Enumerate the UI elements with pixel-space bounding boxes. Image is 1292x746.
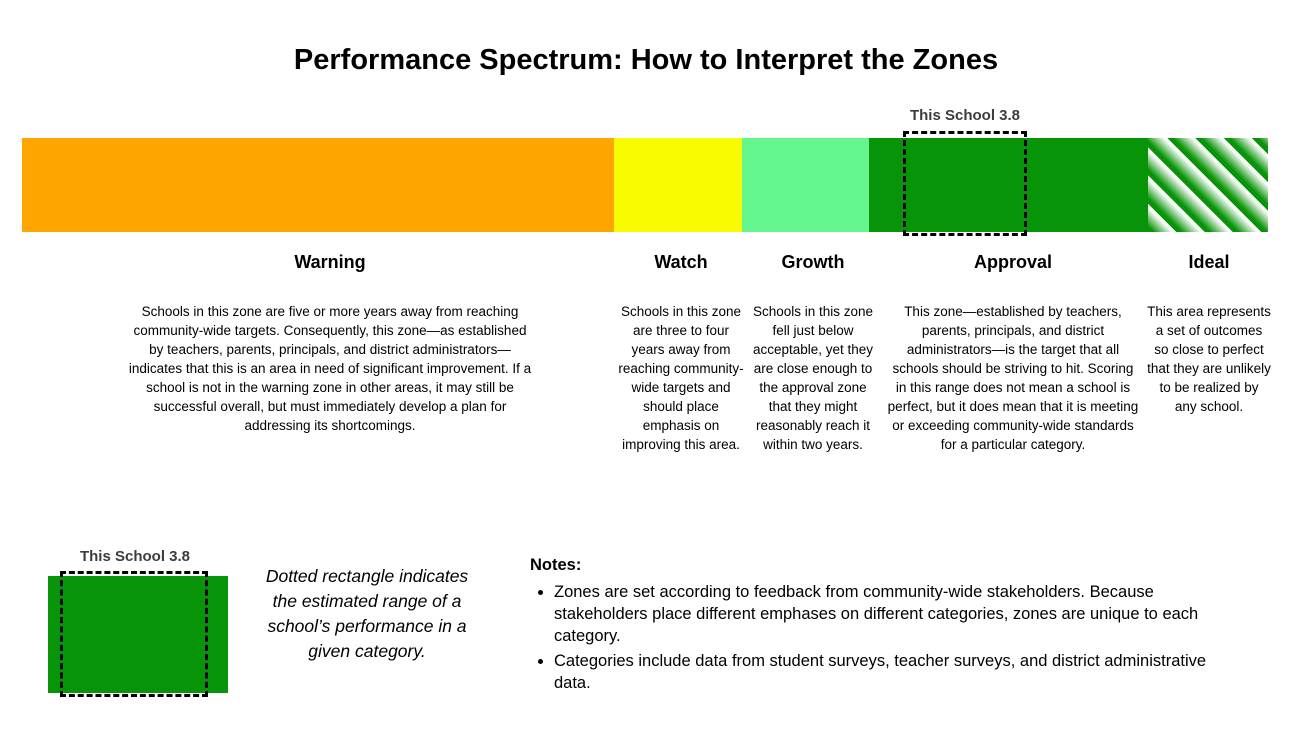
- legend-swatch: [48, 576, 228, 693]
- notes-list: Zones are set according to feedback from…: [530, 581, 1210, 694]
- spectrum-bar: [22, 138, 1268, 232]
- zone-description-ideal: This area represents a set of outcomes s…: [1147, 304, 1271, 414]
- zone-segment-ideal: [1148, 138, 1268, 232]
- zone-label-growth: Growth: [781, 252, 845, 272]
- zone-segment-warning: [22, 138, 614, 232]
- zone-description-warning: Schools in this zone are five or more ye…: [128, 304, 532, 433]
- school-marker-label: This School 3.8: [909, 107, 1021, 124]
- zone-segment-growth: [742, 138, 869, 232]
- zone-label-approval: Approval: [973, 252, 1052, 272]
- note-item: Zones are set according to feedback from…: [554, 581, 1210, 647]
- legend-range-marker: [60, 571, 208, 697]
- zone-label-ideal: Ideal: [1188, 252, 1230, 272]
- zone-label-watch: Watch: [654, 252, 708, 272]
- notes-section: Notes: Zones are set according to feedba…: [530, 556, 1230, 697]
- notes-heading: Notes:: [530, 556, 582, 574]
- page-title: Performance Spectrum: How to Interpret t…: [293, 44, 999, 76]
- legend-caption: Dotted rectangle indicates the estimated…: [265, 566, 469, 661]
- note-item: Categories include data from student sur…: [554, 650, 1210, 694]
- zone-label-warning: Warning: [294, 252, 366, 272]
- zone-description-approval: This zone—established by teachers, paren…: [887, 304, 1139, 452]
- zone-description-watch: Schools in this zone are three to four y…: [618, 304, 744, 452]
- zone-description-growth: Schools in this zone fell just below acc…: [752, 304, 874, 452]
- zone-segment-watch: [614, 138, 742, 232]
- legend-marker-label: This School 3.8: [79, 548, 191, 565]
- school-range-marker: [903, 131, 1027, 236]
- zone-segment-approval: [869, 138, 1148, 232]
